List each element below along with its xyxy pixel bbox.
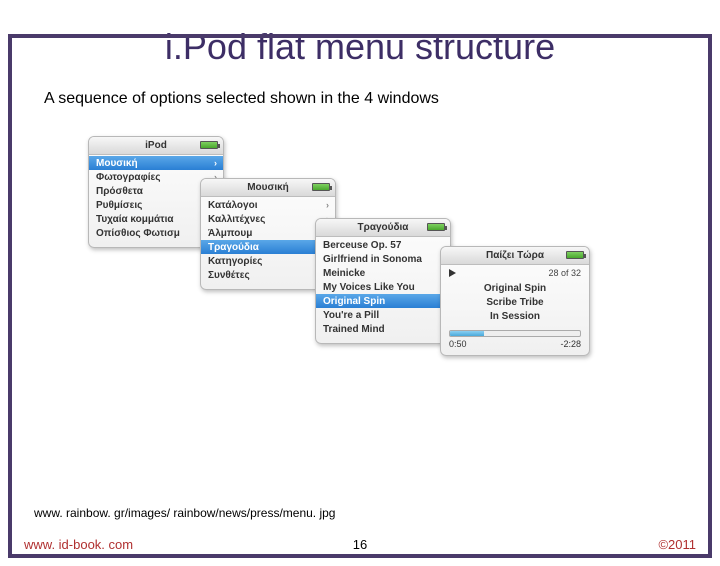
menu-item[interactable]: Trained Mind — [316, 322, 450, 336]
menu-item[interactable]: Meinicke — [316, 266, 450, 280]
menu-item-label: Original Spin — [323, 296, 385, 307]
footer-copyright: ©2011 — [658, 537, 696, 552]
menu-item[interactable]: Berceuse Op. 57 — [316, 238, 450, 252]
chevron-right-icon: › — [326, 200, 329, 210]
now-playing-body: 28 of 32 Original SpinScribe TribeIn Sess… — [441, 265, 589, 353]
ipod-header-title: Μουσική — [247, 182, 289, 193]
menu-item-label: Girlfriend in Sonoma — [323, 254, 422, 265]
footer-page-number: 16 — [353, 537, 367, 552]
track-info-line: Scribe Tribe — [449, 296, 581, 310]
menu-item[interactable]: Original Spin — [316, 294, 450, 308]
play-icon — [449, 269, 456, 277]
track-count: 28 of 32 — [548, 268, 581, 278]
time-remaining: -2:28 — [560, 339, 581, 349]
menu-item-label: Berceuse Op. 57 — [323, 240, 401, 251]
ipod-header: Μουσική — [201, 179, 335, 197]
battery-icon — [312, 183, 330, 191]
ipod-stage: iPod Μουσική › Φωτογραφίες › Πρόσθετα › Ρυθμίσε… — [40, 126, 640, 396]
ipod-header: Παίζει Τώρα — [441, 247, 589, 265]
menu-item-label: Άλμπουμ — [208, 228, 252, 239]
ipod-header: Τραγούδια — [316, 219, 450, 237]
battery-icon — [566, 251, 584, 259]
menu-item[interactable]: Μουσική › — [89, 156, 223, 170]
menu-item-label: Φωτογραφίες — [96, 172, 160, 183]
battery-icon — [200, 141, 218, 149]
battery-icon — [427, 223, 445, 231]
menu-item-label: Κατηγορίες — [208, 256, 262, 267]
track-info-line: Original Spin — [449, 282, 581, 296]
menu-item-label: Κατάλογοι — [208, 200, 257, 211]
now-playing-top: 28 of 32 — [449, 268, 581, 278]
progress-fill — [450, 331, 484, 336]
image-caption: www. rainbow. gr/images/ rainbow/news/pr… — [34, 506, 335, 520]
menu-item-label: Trained Mind — [323, 324, 385, 335]
ipod-header-title: Παίζει Τώρα — [486, 250, 544, 261]
ipod-header-title: iPod — [145, 140, 167, 151]
menu-item[interactable]: Κατάλογοι › — [201, 198, 335, 212]
menu-item-label: My Voices Like You — [323, 282, 415, 293]
menu-item-label: Τυχαία κομμάτια — [96, 214, 174, 225]
menu-item-label: Συνθέτες — [208, 270, 250, 281]
ipod-window-2: Τραγούδια Berceuse Op. 57 Girlfriend in So… — [315, 218, 451, 344]
progress-wrap: 0:50 -2:28 — [449, 330, 581, 349]
menu-item[interactable]: Girlfriend in Sonoma — [316, 252, 450, 266]
menu-item[interactable]: You're a Pill — [316, 308, 450, 322]
progress-bar[interactable] — [449, 330, 581, 337]
menu-list: Berceuse Op. 57 Girlfriend in Sonoma Meini… — [316, 237, 450, 338]
track-info: Original SpinScribe TribeIn Session — [449, 282, 581, 324]
time-elapsed: 0:50 — [449, 339, 467, 349]
slide-footer: www. id-book. com 16 ©2011 — [24, 537, 696, 552]
ipod-header-title: Τραγούδια — [358, 222, 409, 233]
menu-item[interactable]: My Voices Like You — [316, 280, 450, 294]
footer-url: www. id-book. com — [24, 537, 133, 552]
menu-item-label: Ρυθμίσεις — [96, 200, 142, 211]
ipod-now-playing: Παίζει Τώρα 28 of 32 Original SpinScribe T… — [440, 246, 590, 356]
chevron-right-icon: › — [214, 158, 217, 168]
menu-item-label: Meinicke — [323, 268, 365, 279]
menu-item-label: Μουσική — [96, 158, 138, 169]
menu-item-label: Καλλιτέχνες — [208, 214, 265, 225]
time-row: 0:50 -2:28 — [449, 339, 581, 349]
menu-item-label: Οπίσθιος Φωτισμ — [96, 228, 180, 239]
menu-item-label: Τραγούδια — [208, 242, 259, 253]
menu-item-label: Πρόσθετα — [96, 186, 143, 197]
ipod-header: iPod — [89, 137, 223, 155]
track-info-line: In Session — [449, 310, 581, 324]
menu-item-label: You're a Pill — [323, 310, 379, 321]
